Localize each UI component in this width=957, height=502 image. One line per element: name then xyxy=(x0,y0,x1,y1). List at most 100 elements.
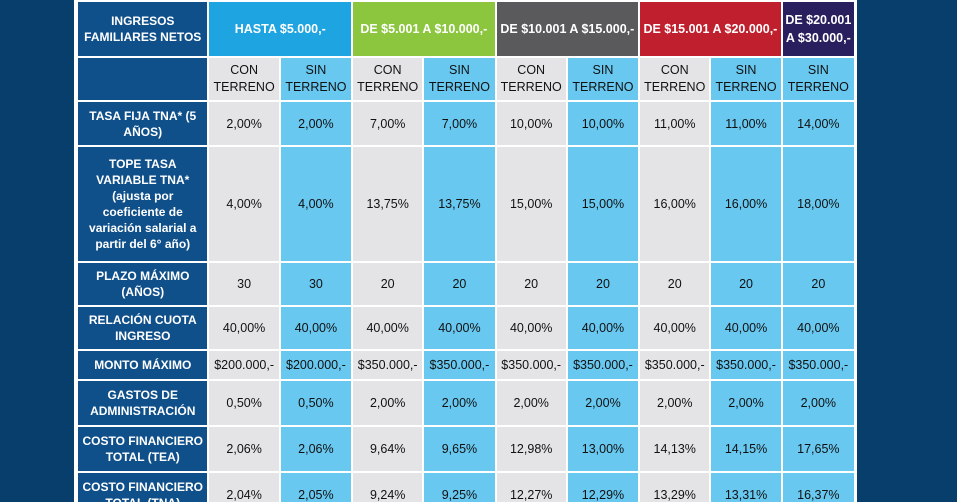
row-label: COSTO FINANCIERO TOTAL (TEA) xyxy=(75,425,210,473)
cell: $350.000,- xyxy=(351,349,425,381)
sub-header-8: SIN TERRENO xyxy=(780,56,857,102)
row-label: TOPE TASA VARIABLE TNA* (ajusta por coef… xyxy=(75,145,210,263)
cell: $350.000,- xyxy=(638,349,712,381)
cell: 14,15% xyxy=(709,425,783,473)
cell: 2,00% xyxy=(351,379,425,427)
cell: 40,00% xyxy=(494,305,568,351)
cell: 0,50% xyxy=(207,379,281,427)
sub-header-blank xyxy=(75,56,210,102)
sub-header-7: SIN TERRENO xyxy=(709,56,783,102)
row-plazo-maximo: PLAZO MÁXIMO (AÑOS) 30 30 20 20 20 20 20… xyxy=(75,261,857,307)
cell: 14,00% xyxy=(780,100,857,147)
row-tasa-fija: TASA FIJA TNA* (5 AÑOS) 2,00% 2,00% 7,00… xyxy=(75,100,857,147)
cell: 16,00% xyxy=(638,145,712,263)
cell: 10,00% xyxy=(565,100,641,147)
income-header-row: INGRESOS FAMILIARES NETOS HASTA $5.000,-… xyxy=(75,0,857,58)
cell: 12,27% xyxy=(494,471,568,502)
cell: 9,64% xyxy=(351,425,425,473)
cell: 4,00% xyxy=(207,145,281,263)
row-label: COSTO FINANCIERO TOTAL (TNA) xyxy=(75,471,210,502)
cell: $200.000,- xyxy=(278,349,354,381)
cell: 13,75% xyxy=(422,145,497,263)
cell: 2,00% xyxy=(780,379,857,427)
cell: $350.000,- xyxy=(709,349,783,381)
group-header-4: DE $20.001 A $30.000,- xyxy=(780,0,857,58)
sub-header-0: CON TERRENO xyxy=(207,56,281,102)
cell: $350.000,- xyxy=(494,349,568,381)
row-gastos-administracion: GASTOS DE ADMINISTRACIÓN 0,50% 0,50% 2,0… xyxy=(75,379,857,427)
sub-header-4: CON TERRENO xyxy=(494,56,568,102)
sub-header-6: CON TERRENO xyxy=(638,56,712,102)
cell: 12,98% xyxy=(494,425,568,473)
cell: 2,00% xyxy=(494,379,568,427)
row-label: RELACIÓN CUOTA INGRESO xyxy=(75,305,210,351)
cell: 9,24% xyxy=(351,471,425,502)
cell: 17,65% xyxy=(780,425,857,473)
cell: 18,00% xyxy=(780,145,857,263)
row-cft-tea: COSTO FINANCIERO TOTAL (TEA) 2,06% 2,06%… xyxy=(75,425,857,473)
cell: 10,00% xyxy=(494,100,568,147)
row-monto-maximo: MONTO MÁXIMO $200.000,- $200.000,- $350.… xyxy=(75,349,857,381)
rates-table-container: INGRESOS FAMILIARES NETOS HASTA $5.000,-… xyxy=(74,0,857,502)
cell: 14,13% xyxy=(638,425,712,473)
credit-rates-table: INGRESOS FAMILIARES NETOS HASTA $5.000,-… xyxy=(75,0,857,502)
cell: 40,00% xyxy=(207,305,281,351)
cell: 7,00% xyxy=(351,100,425,147)
cell: 11,00% xyxy=(709,100,783,147)
cell: 9,25% xyxy=(422,471,497,502)
cell: 13,75% xyxy=(351,145,425,263)
cell: 2,05% xyxy=(278,471,354,502)
row-label: PLAZO MÁXIMO (AÑOS) xyxy=(75,261,210,307)
row-label: MONTO MÁXIMO xyxy=(75,349,210,381)
cell: 40,00% xyxy=(278,305,354,351)
row-relacion-cuota: RELACIÓN CUOTA INGRESO 40,00% 40,00% 40,… xyxy=(75,305,857,351)
row-tope-tasa-variable: TOPE TASA VARIABLE TNA* (ajusta por coef… xyxy=(75,145,857,263)
sub-header-row: CON TERRENO SIN TERRENO CON TERRENO SIN … xyxy=(75,56,857,102)
cell: 20 xyxy=(638,261,712,307)
row-cft-tna: COSTO FINANCIERO TOTAL (TNA) 2,04% 2,05%… xyxy=(75,471,857,502)
cell: 2,00% xyxy=(565,379,641,427)
cell: 15,00% xyxy=(494,145,568,263)
cell: 2,00% xyxy=(709,379,783,427)
cell: 13,31% xyxy=(709,471,783,502)
cell: 40,00% xyxy=(638,305,712,351)
cell: 40,00% xyxy=(565,305,641,351)
cell: 40,00% xyxy=(351,305,425,351)
cell: $350.000,- xyxy=(422,349,497,381)
cell: 13,00% xyxy=(565,425,641,473)
cell: $200.000,- xyxy=(207,349,281,381)
cell: 13,29% xyxy=(638,471,712,502)
row-label: GASTOS DE ADMINISTRACIÓN xyxy=(75,379,210,427)
cell: 2,00% xyxy=(638,379,712,427)
group-header-2: DE $10.001 A $15.000,- xyxy=(494,0,641,58)
cell: 2,00% xyxy=(207,100,281,147)
group-header-0: HASTA $5.000,- xyxy=(207,0,354,58)
cell: $350.000,- xyxy=(565,349,641,381)
cell: 30 xyxy=(278,261,354,307)
cell: 7,00% xyxy=(422,100,497,147)
cell: 16,37% xyxy=(780,471,857,502)
cell: 2,00% xyxy=(278,100,354,147)
sub-header-2: CON TERRENO xyxy=(351,56,425,102)
cell: 2,06% xyxy=(278,425,354,473)
cell: 40,00% xyxy=(780,305,857,351)
cell: 16,00% xyxy=(709,145,783,263)
header-label: INGRESOS FAMILIARES NETOS xyxy=(75,0,210,58)
cell: 9,65% xyxy=(422,425,497,473)
cell: 20 xyxy=(422,261,497,307)
cell: 2,04% xyxy=(207,471,281,502)
row-label: TASA FIJA TNA* (5 AÑOS) xyxy=(75,100,210,147)
sub-header-5: SIN TERRENO xyxy=(565,56,641,102)
cell: 20 xyxy=(351,261,425,307)
cell: 20 xyxy=(494,261,568,307)
cell: 20 xyxy=(780,261,857,307)
cell: 4,00% xyxy=(278,145,354,263)
cell: 0,50% xyxy=(278,379,354,427)
group-header-3: DE $15.001 A $20.000,- xyxy=(638,0,783,58)
cell: $350.000,- xyxy=(780,349,857,381)
cell: 15,00% xyxy=(565,145,641,263)
sub-header-1: SIN TERRENO xyxy=(278,56,354,102)
cell: 2,00% xyxy=(422,379,497,427)
cell: 40,00% xyxy=(709,305,783,351)
cell: 2,06% xyxy=(207,425,281,473)
